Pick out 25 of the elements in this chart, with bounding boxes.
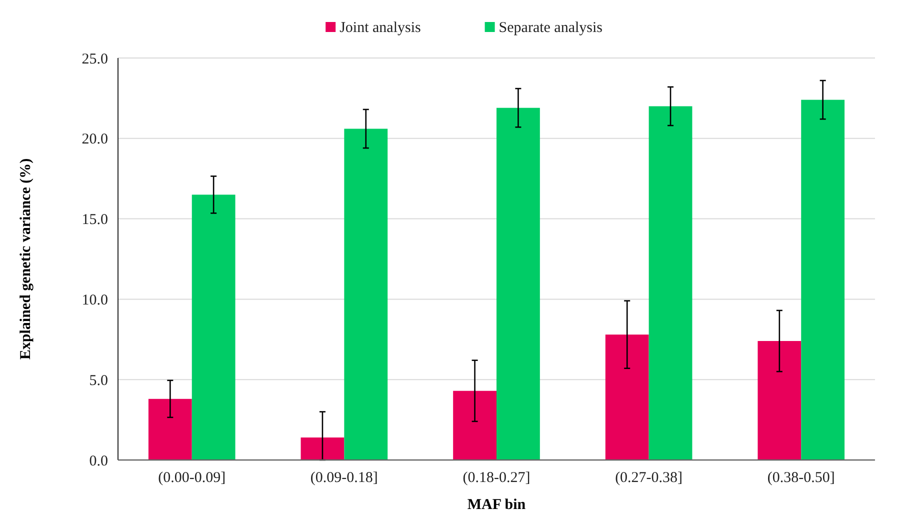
bar bbox=[453, 390, 496, 460]
bar bbox=[758, 341, 802, 460]
bar bbox=[496, 108, 540, 460]
legend-label: Separate analysis bbox=[498, 20, 603, 36]
bar bbox=[192, 194, 236, 460]
bar bbox=[801, 100, 845, 460]
y-tick-label: 15.0 bbox=[82, 212, 108, 228]
y-tick-label: 20.0 bbox=[82, 132, 108, 148]
legend-label: Joint analysis bbox=[340, 20, 422, 36]
x-tick-label: (0.38-0.50] bbox=[767, 470, 835, 486]
bar bbox=[148, 398, 192, 460]
y-tick-label: 5.0 bbox=[89, 372, 108, 389]
bar bbox=[605, 334, 649, 460]
bar bbox=[648, 106, 692, 460]
x-axis-title: MAF bin bbox=[467, 497, 526, 513]
y-tick-label: 25.0 bbox=[82, 51, 108, 68]
y-tick-label: 10.0 bbox=[82, 292, 108, 308]
x-tick-label: (0.18-0.27] bbox=[462, 470, 530, 486]
y-axis-title: Explained genetic variance (%) bbox=[18, 158, 34, 360]
bar bbox=[300, 437, 344, 460]
y-tick-label: 0.0 bbox=[89, 453, 108, 470]
bar bbox=[344, 128, 388, 460]
x-tick-label: (0.09-0.18] bbox=[310, 470, 378, 486]
x-tick-label: (0.27-0.38] bbox=[615, 470, 683, 486]
x-tick-label: (0.00-0.09] bbox=[158, 470, 226, 486]
